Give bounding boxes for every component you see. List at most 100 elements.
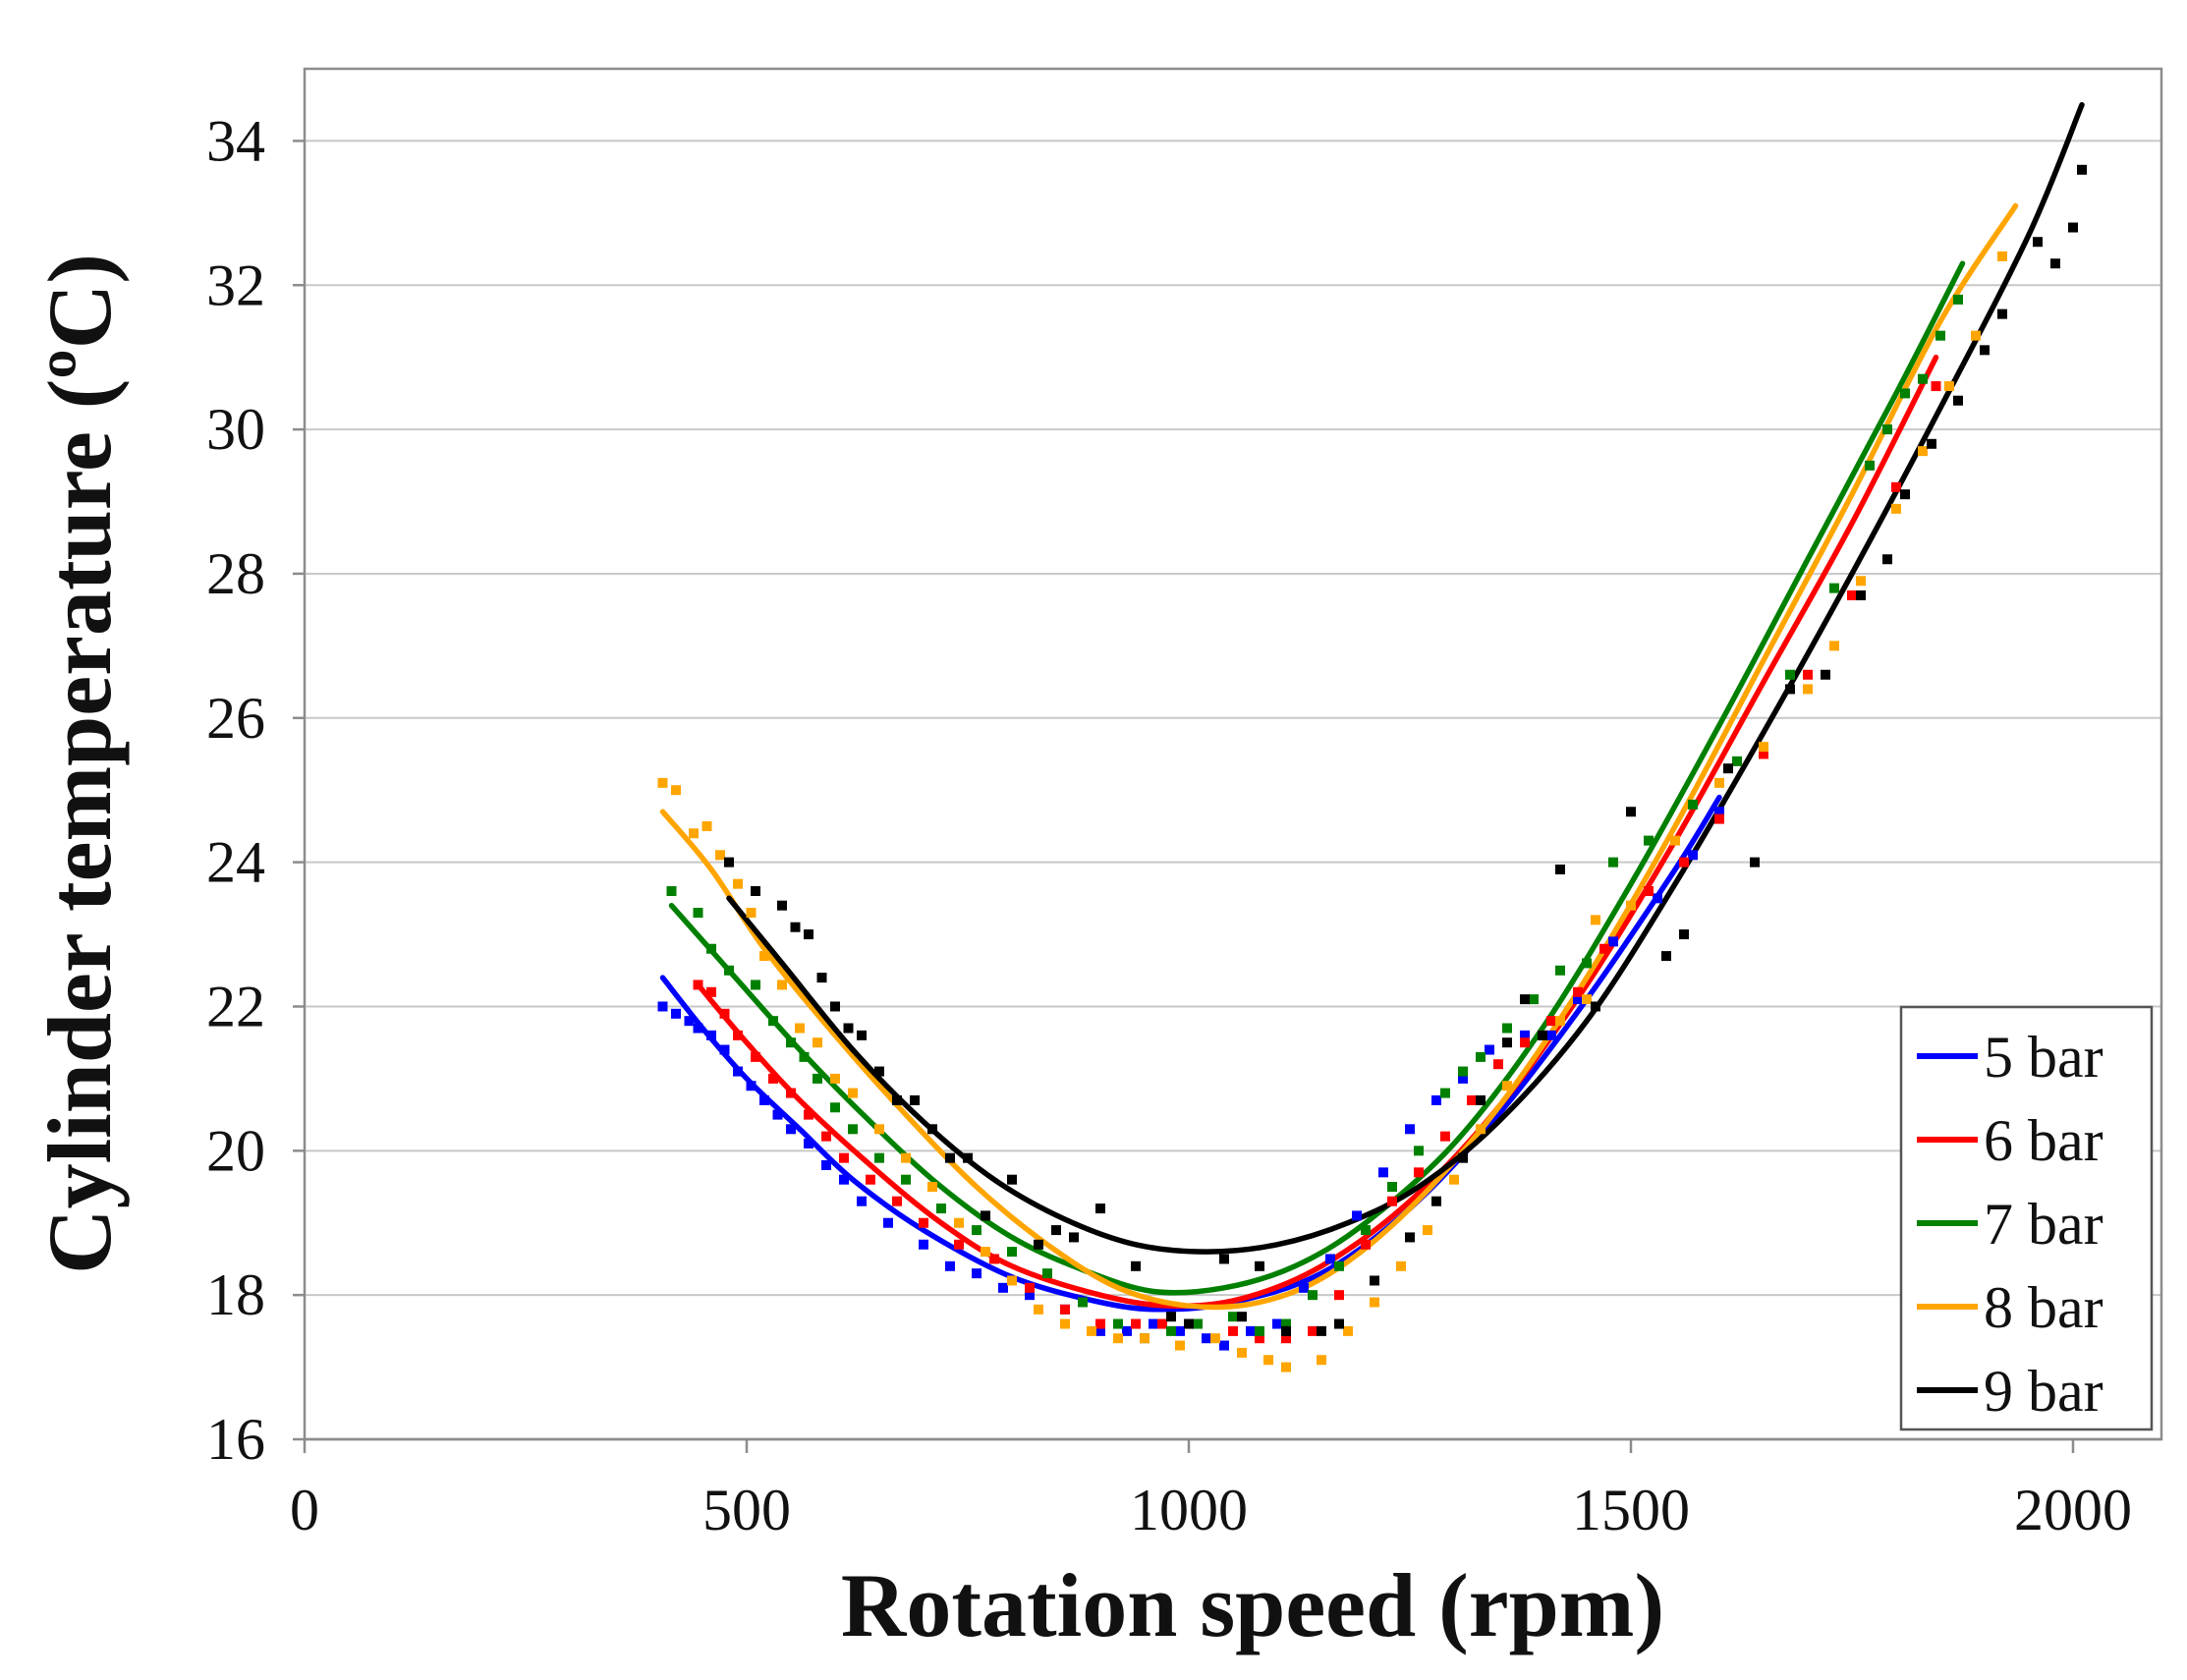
data-point — [689, 828, 699, 839]
data-point — [1149, 1318, 1158, 1329]
data-point — [1396, 1260, 1406, 1271]
y-tick-label: 34 — [206, 108, 265, 173]
data-point — [1255, 1333, 1264, 1344]
data-point — [1095, 1318, 1105, 1329]
data-point — [1034, 1304, 1043, 1315]
data-point — [724, 857, 734, 868]
data-point — [1449, 1174, 1459, 1185]
x-tick-label: 2000 — [2014, 1478, 2132, 1542]
data-point — [954, 1239, 964, 1250]
data-point — [1237, 1347, 1247, 1358]
data-point — [733, 1066, 743, 1077]
data-point — [1458, 1066, 1468, 1077]
data-point — [848, 1124, 858, 1135]
data-point — [724, 965, 734, 976]
data-point — [1927, 438, 1936, 449]
y-tick-label: 20 — [206, 1118, 265, 1183]
data-point — [2033, 237, 2043, 248]
data-point — [1025, 1282, 1035, 1293]
data-point — [1944, 381, 1954, 392]
data-point — [936, 1204, 946, 1214]
series-points-5-bar — [657, 807, 1724, 1351]
data-point — [1387, 1182, 1397, 1193]
series-points-6-bar — [693, 381, 1941, 1344]
data-point — [1608, 857, 1618, 868]
data-point — [1431, 1094, 1441, 1105]
data-point — [1034, 1239, 1043, 1250]
data-point — [919, 1217, 928, 1228]
fit-line-7-bar — [668, 260, 1966, 1296]
data-point — [1485, 1044, 1494, 1055]
legend-label: 8 bar — [1984, 1275, 2103, 1340]
data-point — [1308, 1325, 1318, 1336]
data-point — [1440, 1131, 1450, 1142]
data-point — [1281, 1318, 1291, 1329]
data-point — [1953, 395, 1963, 406]
legend-label: 6 bar — [1984, 1108, 2103, 1173]
data-point — [1679, 929, 1689, 940]
data-point — [857, 1030, 867, 1040]
data-point — [1918, 373, 1928, 384]
data-point — [1423, 1225, 1432, 1236]
y-tick-label: 28 — [206, 541, 265, 606]
data-point — [1202, 1333, 1211, 1344]
data-point — [1361, 1239, 1371, 1250]
fit-curves — [659, 101, 2085, 1313]
data-point — [1971, 330, 1981, 341]
legend-item-9-bar: 9 bar — [1917, 1359, 2103, 1424]
data-point — [1555, 864, 1565, 874]
data-point — [1281, 1325, 1291, 1336]
data-point — [1759, 749, 1768, 759]
data-point — [1113, 1333, 1123, 1344]
data-point — [804, 1109, 813, 1120]
data-point — [1467, 1094, 1477, 1105]
data-point — [1140, 1333, 1150, 1344]
data-point — [1025, 1290, 1035, 1301]
data-point — [821, 1131, 831, 1142]
data-point — [1865, 460, 1875, 471]
data-point — [1688, 850, 1698, 861]
data-point — [1387, 1196, 1397, 1206]
data-point — [657, 777, 668, 788]
data-point — [874, 1152, 884, 1163]
data-point — [706, 943, 716, 954]
data-point — [1900, 388, 1910, 399]
data-point — [1007, 1174, 1017, 1185]
data-point — [746, 908, 757, 919]
data-point — [671, 785, 681, 796]
data-point — [1370, 1275, 1379, 1286]
y-tick-label: 26 — [206, 686, 265, 751]
fit-line-8-bar — [659, 202, 2019, 1311]
data-point — [1414, 1146, 1424, 1156]
data-point — [693, 908, 703, 919]
data-point — [786, 1124, 796, 1135]
data-point — [1414, 1167, 1424, 1178]
data-point — [1210, 1333, 1220, 1344]
data-point — [1317, 1355, 1326, 1366]
data-point — [1122, 1325, 1132, 1336]
data-point — [768, 1016, 778, 1027]
data-point — [1308, 1290, 1318, 1301]
data-point — [1856, 576, 1866, 587]
data-point — [1918, 446, 1928, 457]
data-point — [1193, 1318, 1203, 1329]
data-point — [1829, 641, 1839, 651]
data-point — [981, 1247, 990, 1258]
x-tick-label: 500 — [702, 1478, 791, 1542]
data-point — [821, 1160, 831, 1170]
data-point — [1175, 1340, 1185, 1351]
fit-line-6-bar — [695, 354, 1939, 1310]
data-point — [963, 1152, 973, 1163]
data-point — [1361, 1225, 1371, 1236]
data-point — [1166, 1325, 1176, 1336]
data-point — [733, 1030, 743, 1040]
data-point — [693, 1023, 703, 1034]
data-point — [1546, 1016, 1556, 1027]
data-point — [1370, 1297, 1379, 1308]
y-tick-label: 22 — [206, 974, 265, 1038]
data-point — [1626, 807, 1636, 817]
data-point — [733, 878, 743, 889]
data-point — [804, 1138, 813, 1148]
data-point — [786, 1088, 796, 1098]
data-point — [1520, 1030, 1530, 1040]
